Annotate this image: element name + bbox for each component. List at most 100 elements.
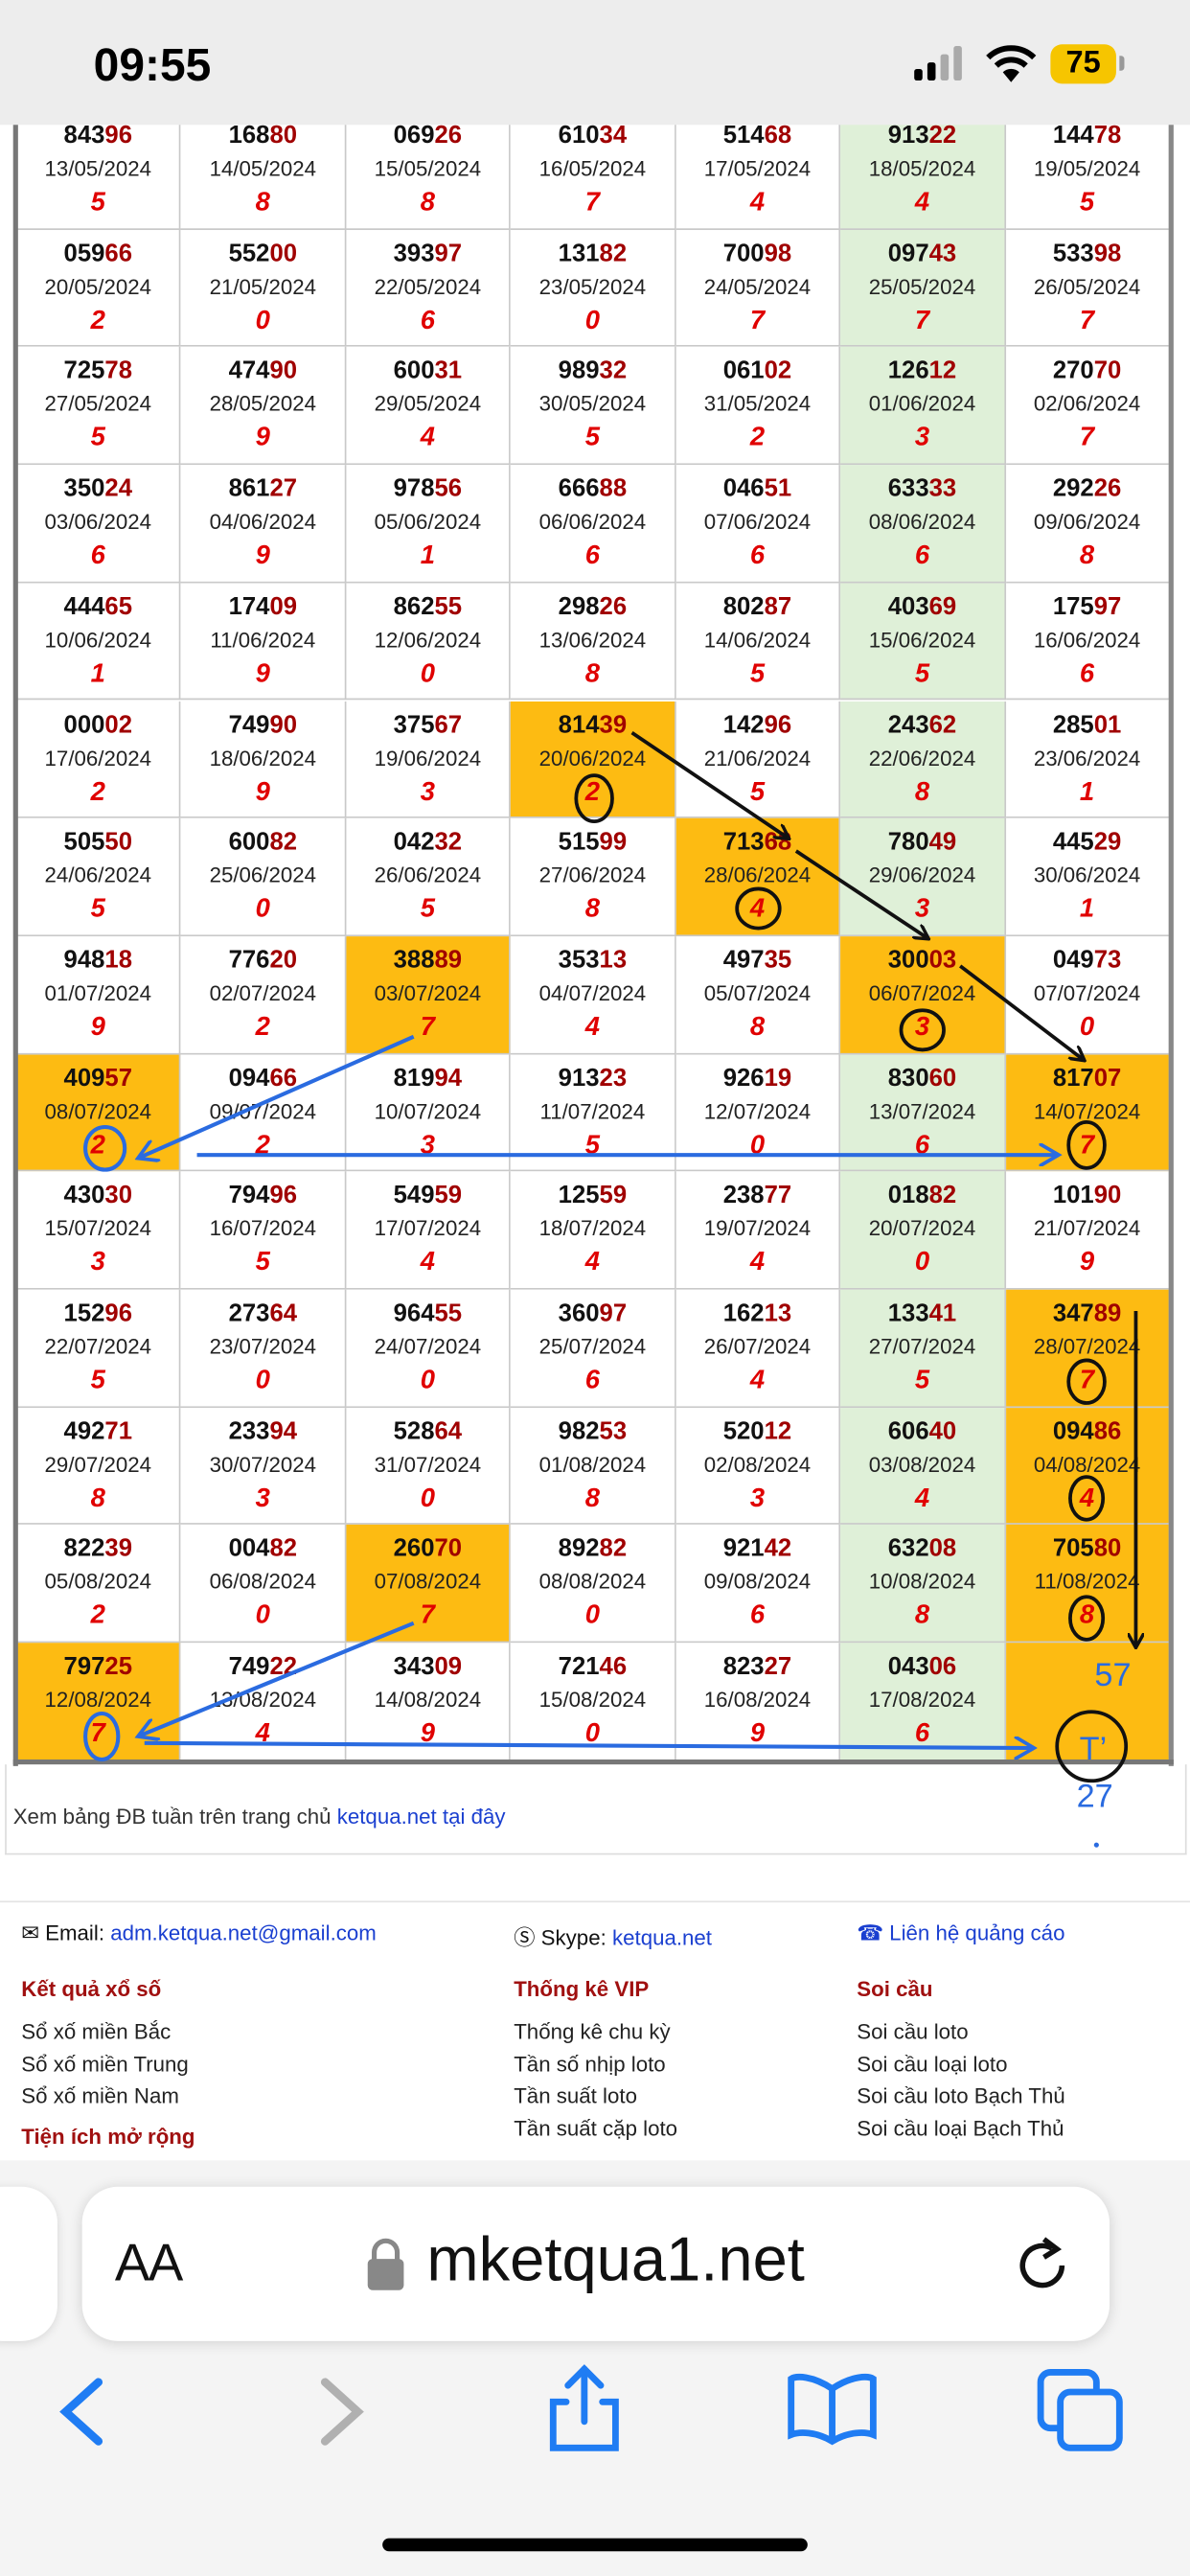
number-head: 749 [228, 710, 270, 739]
number-head: 292 [1052, 474, 1094, 503]
footer-link[interactable]: Sổ xố miền Trung [21, 2051, 189, 2077]
url[interactable]: mketqua1.net [426, 2225, 805, 2295]
number-tail: 62 [928, 710, 957, 739]
date: 28/06/2024 [703, 862, 812, 888]
number-head: 794 [228, 1182, 270, 1210]
footer-link[interactable]: Thống kê chu kỳ [514, 2018, 671, 2044]
bookmarks-button[interactable] [788, 2373, 877, 2446]
cell: 12612 01/06/2024 3 [840, 347, 1006, 466]
number-tail: 01 [1093, 710, 1122, 739]
ads-text[interactable]: Liên hệ quảng cáo [889, 1920, 1065, 1945]
number: 30003 [840, 948, 1003, 973]
cell: 29826 13/06/2024 8 [511, 583, 676, 702]
cell: 52864 31/07/2024 0 [346, 1407, 512, 1526]
footer-link[interactable]: Sổ xố miền Bắc [21, 2018, 172, 2044]
number: 52864 [346, 1419, 509, 1444]
date: 10/08/2024 [868, 1569, 976, 1595]
digit: 0 [255, 307, 270, 335]
number: 54959 [346, 1184, 509, 1208]
number-tail: 39 [104, 1534, 133, 1563]
cell: 98253 01/08/2024 8 [511, 1407, 676, 1526]
number-tail: 89 [434, 946, 463, 975]
email-link[interactable]: adm.ketqua.net@gmail.com [110, 1920, 377, 1945]
number: 10190 [1005, 1184, 1168, 1208]
number: 15296 [16, 1301, 179, 1326]
number: 13182 [511, 241, 674, 265]
number-tail: 82 [599, 1534, 628, 1563]
cell: 54959 17/07/2024 4 [346, 1171, 512, 1290]
number-tail: 32 [599, 356, 628, 385]
date: 30/05/2024 [538, 391, 647, 417]
digit: 4 [749, 895, 766, 924]
number: 72578 [16, 358, 179, 383]
tabs-button[interactable] [1037, 2369, 1123, 2451]
dot [1093, 1842, 1099, 1848]
cell: 92619 12/07/2024 0 [675, 1053, 841, 1172]
date: 08/06/2024 [868, 509, 976, 535]
cell: 51468 17/05/2024 4 [675, 111, 841, 230]
cell: 09743 25/05/2024 7 [840, 229, 1006, 348]
note-link[interactable]: ketqua.net tại đây [336, 1804, 506, 1829]
number-head: 152 [63, 1300, 105, 1328]
date: 17/06/2024 [44, 745, 152, 770]
date: 15/05/2024 [374, 155, 482, 181]
digit: 3 [749, 1484, 766, 1513]
footer-link[interactable]: Tần suất loto [514, 2082, 637, 2108]
cell: 14478 19/05/2024 5 [1005, 111, 1171, 230]
date: 22/06/2024 [868, 745, 976, 770]
number-tail: 33 [928, 474, 957, 503]
footer-link[interactable]: Soi cầu loại Bạch Thủ [857, 2115, 1064, 2140]
number-head: 094 [228, 1064, 270, 1092]
ads-link[interactable]: ☎ Liên hệ quảng cáo [857, 1920, 1065, 1945]
number-head: 131 [558, 239, 600, 267]
number: 98932 [511, 358, 674, 383]
share-button[interactable] [549, 2364, 619, 2451]
number: 14478 [1005, 124, 1168, 149]
footer-link[interactable]: Soi cầu loto [857, 2018, 969, 2044]
date: 09/06/2024 [1033, 509, 1141, 535]
text-size-button[interactable]: AA [114, 2232, 183, 2292]
cell: 61034 16/05/2024 7 [511, 111, 676, 230]
footer-link[interactable]: Sổ xố miền Nam [21, 2082, 179, 2108]
signal-icon [914, 46, 962, 81]
number-tail: 96 [764, 710, 792, 739]
digit: 0 [420, 1484, 435, 1513]
date: 21/05/2024 [209, 273, 317, 299]
number-head: 520 [722, 1416, 765, 1446]
tab-peek[interactable] [0, 2186, 57, 2341]
footer-link[interactable]: Soi cầu loto Bạch Thủ [857, 2082, 1065, 2108]
forward-button[interactable] [320, 2378, 364, 2446]
number: 60082 [181, 830, 344, 855]
number-head: 273 [228, 1300, 270, 1328]
date: 23/05/2024 [538, 273, 647, 299]
number-head: 144 [1052, 121, 1094, 150]
digit: 4 [584, 1249, 601, 1277]
back-button[interactable] [59, 2378, 103, 2446]
number: 92142 [675, 1537, 838, 1562]
address-bar[interactable] [81, 2186, 1110, 2341]
cell: 60640 03/08/2024 4 [840, 1407, 1006, 1526]
footer-link[interactable]: Tần suất cặp loto [514, 2115, 678, 2140]
number: 34309 [346, 1654, 509, 1679]
date: 17/08/2024 [868, 1687, 976, 1713]
footer-link[interactable]: Tần số nhịp loto [514, 2051, 666, 2077]
digit: 2 [584, 777, 601, 806]
digit: 4 [749, 1367, 766, 1395]
number: 28501 [1005, 712, 1168, 737]
number-tail: 97 [1093, 592, 1122, 621]
date: 30/06/2024 [1033, 862, 1141, 888]
skype-label: Skype: [540, 1925, 606, 1950]
digit: 5 [90, 189, 105, 218]
date: 03/06/2024 [44, 509, 152, 535]
reload-icon[interactable] [1013, 2234, 1075, 2296]
number-head: 350 [63, 474, 105, 503]
number-tail: 87 [764, 592, 792, 621]
cell: 09486 04/08/2024 4 [1005, 1407, 1171, 1526]
number-tail: 20 [269, 946, 298, 975]
lock-icon [367, 2238, 404, 2290]
footer-link[interactable]: Soi cầu loại loto [857, 2051, 1008, 2077]
number: 63208 [840, 1537, 1003, 1562]
number-head: 982 [558, 1416, 600, 1446]
skype-link[interactable]: ketqua.net [611, 1925, 713, 1950]
digit: 0 [420, 659, 435, 688]
